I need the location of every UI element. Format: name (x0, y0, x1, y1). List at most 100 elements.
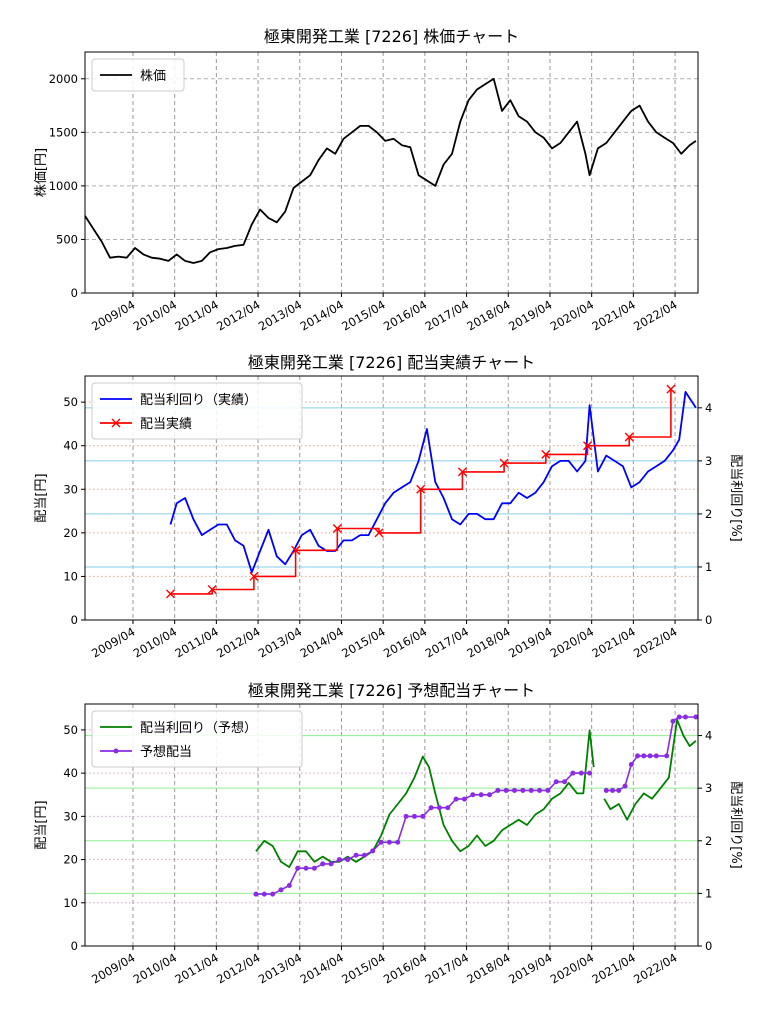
data-point (207, 585, 217, 594)
data-point (374, 528, 384, 538)
y-tick-label: 10 (63, 896, 78, 910)
x-tick-label: 2019/04 (506, 624, 554, 660)
y-tick-label: 0 (71, 613, 78, 627)
y2-axis-label: 配当利回り[%] (728, 781, 743, 869)
dividend-actual-chart: 01020304050012342009/042010/042011/04201… (34, 353, 743, 660)
data-point (603, 787, 609, 793)
x-tick-label: 2011/04 (172, 950, 220, 986)
data-point (249, 571, 259, 581)
data-point (495, 787, 501, 793)
data-point (570, 770, 576, 776)
legend-label: 配当実績 (140, 416, 192, 432)
x-tick-label: 2022/04 (631, 950, 679, 986)
y-tick-label: 50 (63, 723, 78, 737)
y2-tick-label: 4 (705, 401, 712, 415)
x-tick-label: 2017/04 (423, 950, 471, 986)
data-point (411, 813, 417, 819)
y-tick-label: 30 (63, 809, 78, 823)
x-tick-label: 2009/04 (89, 297, 137, 333)
x-tick-label: 2017/04 (423, 624, 471, 660)
data-point (693, 714, 699, 720)
x-tick-label: 2010/04 (131, 624, 179, 660)
y-tick-label: 30 (63, 482, 78, 496)
series-line (169, 391, 697, 574)
data-point (537, 787, 543, 793)
data-point (635, 753, 641, 759)
y-tick-label: 1500 (49, 125, 78, 139)
x-tick-label: 2012/04 (214, 624, 262, 660)
legend-label: 予想配当 (140, 744, 192, 760)
x-tick-label: 2016/04 (381, 950, 429, 986)
x-tick-label: 2009/04 (89, 950, 137, 986)
y-tick-label: 0 (71, 939, 78, 953)
x-tick-label: 2020/04 (548, 624, 596, 660)
x-tick-label: 2014/04 (298, 297, 346, 333)
data-point (622, 783, 628, 789)
data-point (528, 787, 534, 793)
y-tick-label: 50 (63, 395, 78, 409)
x-tick-label: 2018/04 (464, 624, 512, 660)
data-point (378, 839, 384, 845)
data-point (336, 857, 342, 863)
data-point (328, 861, 334, 867)
y-axis-label: 株価[円] (34, 148, 49, 197)
data-point (541, 449, 551, 459)
series-line (603, 718, 697, 821)
data-point (478, 792, 484, 798)
y-tick-label: 1000 (49, 179, 78, 193)
data-point (295, 865, 301, 871)
data-point (303, 865, 309, 871)
x-tick-label: 2022/04 (631, 297, 679, 333)
data-point (641, 753, 647, 759)
data-point (457, 467, 467, 477)
chart-title: 極東開発工業 [7226] 配当実績チャート (248, 353, 535, 372)
data-point (253, 891, 259, 897)
data-point (470, 792, 476, 798)
x-tick-label: 2011/04 (172, 624, 220, 660)
x-tick-label: 2011/04 (172, 297, 220, 333)
data-point (445, 805, 451, 811)
data-point (545, 787, 551, 793)
x-tick-label: 2016/04 (381, 624, 429, 660)
y-tick-label: 2000 (49, 72, 78, 86)
series-line (255, 729, 595, 868)
legend-marker (113, 748, 119, 754)
x-tick-label: 2021/04 (589, 297, 637, 333)
legend-label: 配当利回り（実績） (140, 392, 257, 408)
data-point (486, 792, 492, 798)
y2-tick-label: 0 (705, 939, 712, 953)
data-point (286, 883, 292, 888)
data-point (628, 762, 634, 767)
x-tick-label: 2009/04 (89, 624, 137, 660)
x-tick-label: 2015/04 (339, 624, 387, 660)
data-point (361, 852, 367, 858)
data-point (165, 589, 175, 599)
data-point (503, 787, 509, 793)
chart-title: 極東開発工業 [7226] 株価チャート (264, 27, 519, 46)
data-point (370, 848, 376, 854)
legend-marker (111, 418, 121, 428)
data-point (428, 805, 434, 811)
data-point (395, 839, 401, 845)
x-tick-label: 2010/04 (131, 950, 179, 986)
y-tick-label: 20 (63, 526, 78, 540)
x-tick-label: 2019/04 (506, 297, 554, 333)
data-point (311, 865, 317, 871)
y-tick-label: 500 (56, 232, 78, 246)
data-point (291, 545, 301, 555)
data-point (682, 714, 688, 720)
y2-tick-label: 1 (705, 560, 712, 574)
data-point (520, 787, 526, 793)
x-tick-label: 2020/04 (548, 950, 596, 986)
data-point (587, 770, 593, 776)
data-point (499, 458, 509, 468)
x-tick-label: 2016/04 (381, 297, 429, 333)
y2-tick-label: 2 (705, 834, 712, 848)
data-point (562, 779, 568, 785)
y2-axis-label: 配当利回り[%] (728, 454, 743, 542)
data-point (278, 887, 284, 893)
data-point (582, 441, 592, 451)
legend-box (91, 382, 303, 440)
data-point (578, 770, 584, 776)
